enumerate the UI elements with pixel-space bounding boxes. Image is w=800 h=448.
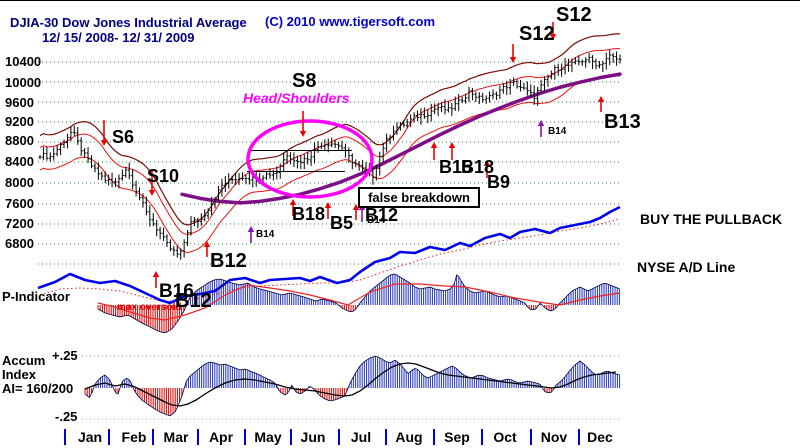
x-axis-month-label: Jul bbox=[350, 429, 372, 445]
annotation-b12: B12 bbox=[365, 205, 399, 225]
x-axis-month-label: Jan bbox=[77, 429, 103, 445]
x-axis-month-label: Nov bbox=[540, 429, 568, 445]
annotation-b14: B14 bbox=[367, 215, 386, 226]
nyse-ad-line-label: NYSE A/D Line bbox=[637, 259, 736, 275]
annotation-b18: B18 bbox=[461, 157, 495, 177]
y-axis-label: 7600 bbox=[5, 196, 34, 211]
x-axis-month-label: Feb bbox=[121, 429, 147, 445]
y-axis-label: 8000 bbox=[5, 175, 34, 190]
y-axis-label: 10400 bbox=[5, 54, 42, 69]
annotation-b9: B9 bbox=[487, 172, 511, 192]
annotation-b5: B5 bbox=[330, 213, 354, 233]
annotation-b16: B16 bbox=[159, 281, 194, 302]
x-axis-month-label: Mar bbox=[163, 429, 189, 445]
x-axis-month-label: Apr bbox=[208, 429, 234, 445]
x-axis-month-label: May bbox=[254, 429, 282, 445]
y-axis-label: 9200 bbox=[5, 114, 34, 129]
page-title: DJIA-30 Dow Jones Industrial Average bbox=[10, 15, 247, 30]
minus-25-scale-label: -.25 bbox=[55, 409, 78, 424]
x-axis-month-label: Jun bbox=[300, 429, 326, 445]
x-axis-month-label: Aug bbox=[395, 429, 423, 445]
x-axis-month-label: Sep bbox=[444, 429, 470, 445]
y-axis-label: 9600 bbox=[5, 95, 34, 110]
y-axis-label: 6800 bbox=[5, 236, 34, 251]
p-indicator-label: P-Indicator bbox=[2, 289, 70, 304]
y-axis-label: 8400 bbox=[5, 154, 34, 169]
y-axis-label: 8800 bbox=[5, 133, 34, 148]
annotation-s12: S12 bbox=[519, 23, 555, 45]
annotation-s12: S12 bbox=[556, 4, 592, 26]
annotation-b12: B12 bbox=[210, 250, 247, 272]
ai-ratio-label: AI= 160/200 bbox=[2, 381, 74, 396]
annotation-b15: B15 bbox=[439, 157, 473, 177]
copyright: (C) 2010 www.tigersoft.com bbox=[265, 14, 435, 29]
index-label: Index bbox=[2, 367, 36, 382]
buy-pullback-label: BUY THE PULLBACK bbox=[640, 211, 783, 227]
annotation-s10: S10 bbox=[147, 166, 180, 186]
plus-25-scale-label: +.25 bbox=[52, 348, 78, 363]
annotation-s6: S6 bbox=[112, 127, 135, 147]
y-axis-label: 7200 bbox=[5, 216, 34, 231]
annotation-b18: B18 bbox=[292, 204, 326, 224]
false-breakdown-callout: false breakdown bbox=[358, 187, 480, 208]
annotation-b14: B14 bbox=[548, 126, 567, 137]
annotation-head-shoulders: Head/Shoulders bbox=[243, 90, 350, 106]
x-axis-month-label: Dec bbox=[587, 429, 613, 445]
annotation-s8: S8 bbox=[292, 70, 317, 92]
annotation-b12: B12 bbox=[175, 290, 212, 312]
annotation-b13: B13 bbox=[604, 111, 641, 133]
date-range: 12/ 15/ 2008- 12/ 31/ 2009 bbox=[42, 30, 195, 45]
accum-label: Accum bbox=[2, 353, 46, 368]
y-axis-label: 10000 bbox=[5, 75, 42, 90]
annotation-b14: B14 bbox=[256, 229, 275, 240]
x-axis-month-label: Oct bbox=[493, 429, 517, 445]
max-oversold-label: max oversold bbox=[117, 302, 182, 313]
